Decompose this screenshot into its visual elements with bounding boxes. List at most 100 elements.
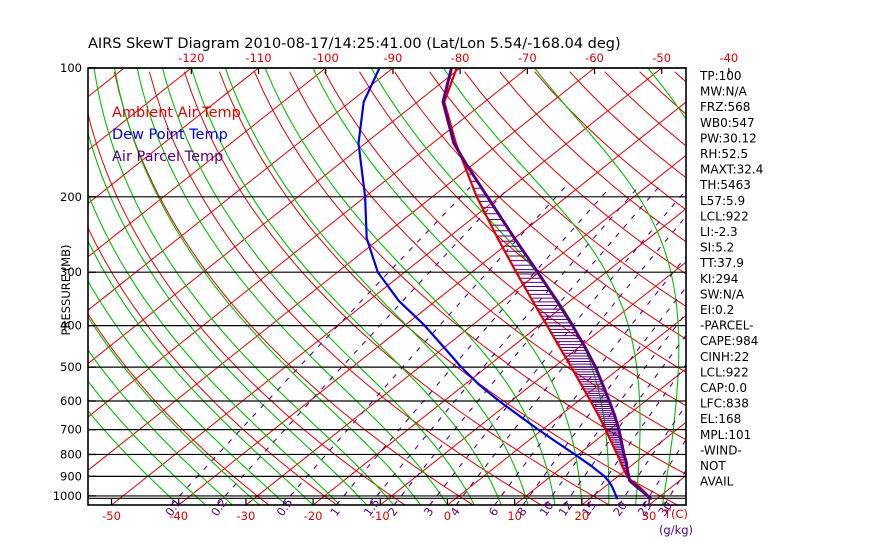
bottom-temp-label--40: -40 (169, 509, 188, 523)
moist-adiabat-line (88, 239, 314, 505)
plot-border (87, 67, 687, 506)
dry-adiabat-line (218, 71, 678, 505)
top-temp-label--110: -110 (245, 51, 271, 65)
mixing-ratio-line (170, 186, 471, 505)
isotherm-line (88, 68, 259, 205)
index-cap00: CAP:0.0 (700, 381, 747, 395)
mixing-ratio-line (282, 186, 566, 505)
moist-adiabat-line (113, 68, 422, 505)
isotherm-line (783, 68, 870, 505)
index-ei02: EI:0.2 (700, 303, 734, 317)
index-el168: EL:168 (700, 412, 741, 426)
bottom-temp-label-0: 0 (444, 509, 451, 523)
dry-adiabat-line (359, 71, 686, 373)
top-temp-label--120: -120 (178, 51, 204, 65)
bottom-temp-label--10: -10 (371, 509, 390, 523)
top-temp-label--50: -50 (652, 51, 671, 65)
sounding-curve-2 (357, 68, 619, 500)
index-rh525: RH:52.5 (700, 147, 748, 161)
bottom-temp-label-10: 10 (507, 509, 522, 523)
pressure-tick-label-900: 900 (60, 469, 82, 483)
moist-adiabat-line (743, 68, 866, 505)
bottom-temperature-ticks: -50 -40 -30 -20 -10 0 10 20 30 (102, 499, 656, 523)
mixing-ratio-label-25: 25 (635, 499, 655, 519)
top-temp-label--90: -90 (384, 51, 403, 65)
isotherm-line (88, 68, 394, 311)
index-parcel: -PARCEL- (700, 319, 754, 333)
moist-adiabat-line (312, 68, 583, 505)
pressure-axis-ticks: 100 200 300 400 500 600 700 800 900 1000 (53, 61, 96, 503)
sounding-curve-3 (441, 68, 653, 500)
moist-adiabat-line (88, 409, 180, 505)
axis-labels: PRESSURE (MB) T(C) (g/kg) (59, 245, 693, 537)
index-li23: LI:-2.3 (700, 225, 738, 239)
mixing-ratio-label-0.5: 0.5 (274, 496, 296, 519)
mixing-ratio-line (663, 469, 686, 505)
isotherm-line (851, 68, 870, 505)
index-mpl101: MPL:101 (700, 428, 751, 442)
index-lfc838: LFC:838 (700, 397, 749, 411)
index-wind: -WIND- (700, 443, 742, 457)
pressure-tick-label-500: 500 (60, 360, 82, 374)
mixing-ratio-label-1: 1 (327, 505, 343, 519)
dry-adiabat-line (148, 71, 542, 505)
isotherm-line (178, 101, 686, 505)
index-lcl922: LCL:922 (700, 209, 749, 223)
mixing-ratio-label-6: 6 (486, 505, 502, 519)
mixing-ratio-label-3: 3 (421, 505, 437, 519)
mixing-ratio-line (369, 186, 639, 505)
top-temp-label--60: -60 (585, 51, 604, 65)
mixing-ratio-lines (170, 186, 686, 505)
index-not: NOT (700, 459, 726, 473)
bottom-temp-label--50: -50 (102, 509, 121, 523)
index-cinh22: CINH:22 (700, 350, 749, 364)
index-avail: AVAIL (700, 475, 734, 489)
mixing-ratio-line (216, 186, 510, 505)
dry-adiabat-line (88, 226, 338, 505)
index-th5463: TH:5463 (699, 178, 751, 192)
moist-adiabat-line (162, 68, 475, 505)
moist-adiabat-line (136, 68, 448, 505)
mixing-ratio-label-30: 30 (655, 499, 675, 519)
top-temp-label--80: -80 (451, 51, 470, 65)
pressure-tick-label-1000: 1000 (53, 489, 82, 503)
legend-item-1: Ambient Air Temp (112, 105, 241, 121)
pressure-tick-label-300: 300 (60, 265, 82, 279)
top-temp-label--40: -40 (719, 51, 738, 65)
moist-adiabat-line (88, 315, 260, 505)
index-pw3012: PW:30.12 (700, 131, 757, 145)
dry-adiabat-line (88, 312, 270, 505)
index-swna: SW:N/A (700, 287, 745, 301)
mixing-ratio-label-12: 12 (555, 499, 575, 519)
index-ki294: KI:294 (700, 272, 738, 286)
top-temp-label--70: -70 (518, 51, 537, 65)
pressure-tick-label-100: 100 (60, 61, 82, 75)
dry-adiabat-line (780, 72, 870, 505)
legend-group: Ambient Air Temp Dew Point Temp Air Parcel… (112, 105, 241, 165)
bottom-temp-label--30: -30 (237, 509, 256, 523)
cape-hatching (461, 158, 629, 478)
isobar-lines (88, 67, 686, 499)
page-title: AIRS SkewT Diagram 2010-08-17/14:25:41.0… (88, 36, 621, 52)
moist-adiabat-line (88, 380, 206, 505)
isotherm-line (111, 68, 662, 505)
moist-adiabat-line (88, 279, 287, 505)
chart-title-group: AIRS SkewT Diagram 2010-08-17/14:25:41.0… (88, 36, 621, 52)
index-wb0547: WB0:547 (700, 116, 755, 130)
pressure-tick-label-700: 700 (60, 423, 82, 437)
top-temperature-ticks: -120 -110 -100 -90 -80 -70 -60 -50 -40 (178, 51, 738, 74)
mixing-ratio-line (545, 312, 686, 505)
index-tt379: TT:37.9 (699, 256, 744, 270)
top-temp-label--100: -100 (313, 51, 339, 65)
isotherm-line (514, 368, 686, 505)
dry-adiabat-line (183, 71, 610, 505)
isotherm-line (245, 154, 686, 505)
mixing-ratio-label-15: 15 (579, 499, 599, 519)
moist-adiabat-line (93, 68, 395, 505)
isotherm-line (648, 475, 686, 505)
mixing-ratio-line (455, 215, 686, 505)
index-lcl922: LCL:922 (700, 365, 749, 379)
